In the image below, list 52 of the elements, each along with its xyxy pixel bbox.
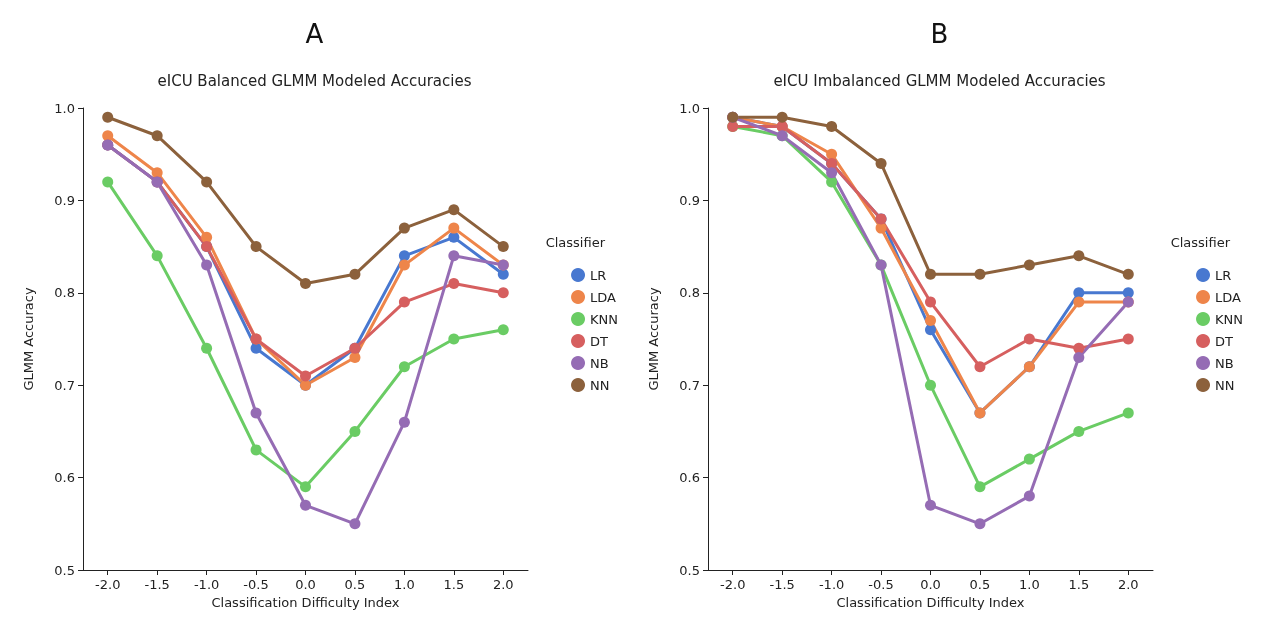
y-tick-label: 0.5 xyxy=(679,562,700,578)
legend-label: KNN xyxy=(1215,311,1244,327)
legend-label: NN xyxy=(590,377,610,393)
y-tick-label: 0.9 xyxy=(54,192,75,208)
legend-label: LDA xyxy=(590,289,617,305)
y-tick-label: 0.6 xyxy=(679,470,700,486)
x-tick-label: -2.0 xyxy=(95,577,121,592)
legend-title: Classifier xyxy=(1170,235,1231,250)
x-tick-label: -0.5 xyxy=(868,577,894,592)
chart-title: B xyxy=(930,19,949,49)
y-tick-label: 0.6 xyxy=(54,470,75,486)
x-tick-label: 0.5 xyxy=(969,577,991,592)
legend-label: LDA xyxy=(1215,289,1242,305)
x-tick-label: 1.5 xyxy=(443,577,465,592)
x-tick-label: 1.5 xyxy=(1068,577,1090,592)
legend-label: NN xyxy=(1215,377,1235,393)
legend-label: DT xyxy=(1215,333,1234,349)
y-tick-label: 1.0 xyxy=(679,100,700,116)
x-tick-label: 0.0 xyxy=(920,577,941,592)
y-tick-label: 0.7 xyxy=(679,377,700,393)
x-tick-label: 1.0 xyxy=(394,577,415,592)
legend-label: DT xyxy=(590,333,609,349)
legend-label: LR xyxy=(590,267,607,283)
legend-label: NB xyxy=(1215,355,1234,371)
x-tick-label: -1.0 xyxy=(193,577,220,592)
x-tick-label: -1.5 xyxy=(144,577,170,592)
legend-label: KNN xyxy=(590,311,619,327)
chart-title: A xyxy=(305,19,324,49)
x-tick-label: 1.0 xyxy=(1019,577,1040,592)
x-tick-label: 0.0 xyxy=(295,577,316,592)
y-tick-label: 0.9 xyxy=(679,192,700,208)
y-tick-label: 0.7 xyxy=(54,377,75,393)
x-tick-label: 0.5 xyxy=(344,577,366,592)
y-tick-label: 0.8 xyxy=(679,285,700,301)
legend-label: NB xyxy=(590,355,609,371)
legend-label: LR xyxy=(1215,267,1232,283)
legend-title: Classifier xyxy=(545,235,606,250)
y-tick-label: 1.0 xyxy=(54,100,75,116)
y-axis-title: GLMM Accuracy xyxy=(646,287,661,391)
y-tick-label: 0.8 xyxy=(54,285,75,301)
x-axis-title: Classification Difficulty Index xyxy=(836,595,1025,610)
x-tick-label: -1.0 xyxy=(818,577,845,592)
chart-subtitle: eICU Imbalanced GLMM Modeled Accuracies xyxy=(773,71,1106,90)
x-tick-label: -2.0 xyxy=(720,577,746,592)
x-tick-label: -0.5 xyxy=(243,577,269,592)
y-axis-title: GLMM Accuracy xyxy=(21,287,36,391)
y-tick-label: 0.5 xyxy=(54,562,75,578)
chart-subtitle: eICU Balanced GLMM Modeled Accuracies xyxy=(157,71,472,90)
x-tick-label: 2.0 xyxy=(492,577,514,592)
x-tick-label: -1.5 xyxy=(769,577,795,592)
x-tick-label: 2.0 xyxy=(1117,577,1139,592)
x-axis-title: Classification Difficulty Index xyxy=(211,595,400,610)
